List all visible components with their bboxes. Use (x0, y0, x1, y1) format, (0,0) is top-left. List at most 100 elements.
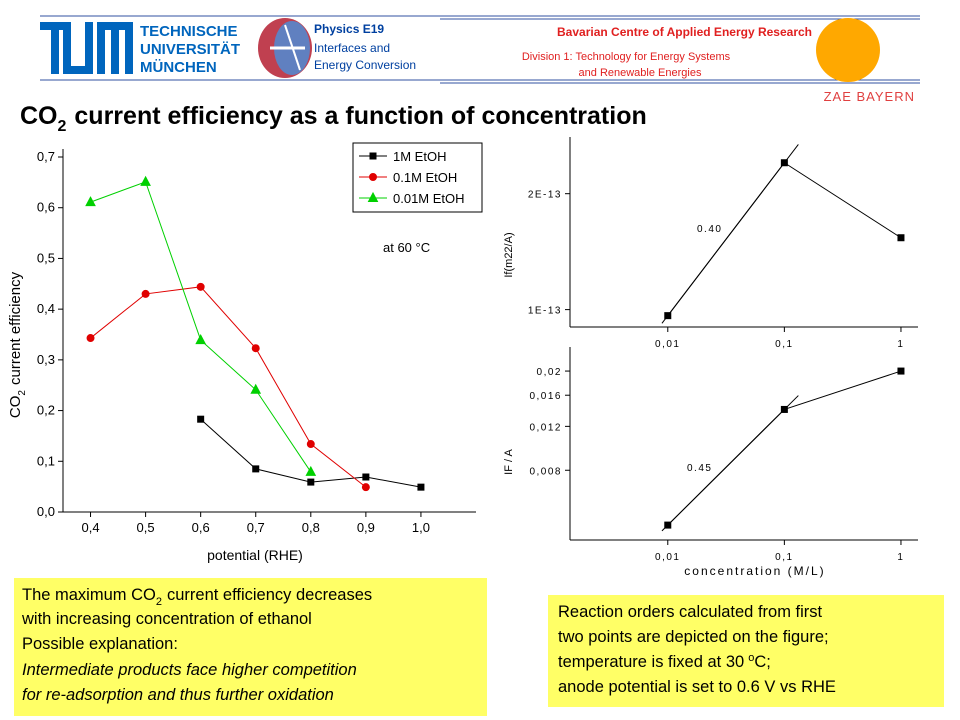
marker (85, 196, 96, 207)
box-line: Reaction orders calculated from first (558, 603, 823, 621)
box-line: temperature is fixed at 30 oC; (558, 652, 771, 671)
y-tick-label: 0,016 (529, 391, 562, 402)
annotation: 0.45 (687, 463, 712, 474)
physics-text: Physics E19 (314, 22, 384, 36)
box-line: two points are depicted on the figure; (558, 628, 829, 646)
logo-text: MÜNCHEN (140, 59, 217, 76)
text-part: The maximum CO (22, 586, 156, 604)
y-tick-label: 0,0 (37, 504, 55, 519)
legend-label: 1M EtOH (393, 149, 446, 164)
x-tick-label: 0,01 (655, 552, 680, 563)
x-tick-label: 0,4 (81, 520, 99, 535)
marker (362, 473, 370, 481)
label-part: CO (7, 396, 24, 419)
header-lines (40, 15, 920, 84)
marker (417, 483, 425, 491)
x-tick-label: 1 (897, 552, 904, 563)
box-line: with increasing concentration of ethanol (21, 610, 312, 628)
marker (306, 440, 315, 449)
legend-label: 0.1M EtOH (393, 170, 457, 185)
text-sub: 2 (156, 596, 162, 608)
marker (369, 173, 377, 181)
x-tick-label: 0,7 (247, 520, 265, 535)
annotation: at 60 °C (383, 240, 430, 255)
logo-text: TECHNISCHE (140, 23, 238, 40)
y-tick-label: 0,4 (37, 301, 55, 316)
y-tick-label: 0,012 (529, 422, 562, 433)
y-tick-label: 0,5 (37, 250, 55, 265)
marker (196, 282, 205, 291)
y-tick-label: 0,3 (37, 352, 55, 367)
centre-text: Bavarian Centre of Applied Energy Resear… (557, 25, 812, 39)
right-box (548, 595, 944, 707)
left-box (14, 578, 487, 716)
box-line: for re-adsorption and thus further oxida… (22, 686, 334, 704)
label-sub: 2 (17, 390, 28, 396)
y-tick-label: 0,008 (529, 466, 562, 477)
series-line (90, 286, 367, 488)
title-sub: 2 (58, 118, 67, 135)
tum-logo (40, 22, 133, 74)
text-part: current efficiency decreases (167, 586, 372, 604)
division-text: and Renewable Energies (579, 67, 702, 79)
left-box-text: The maximum CO2 current efficiency decrea… (21, 586, 372, 704)
y-axis-label: CO2 current efficiency (7, 271, 28, 418)
marker (251, 344, 260, 353)
box-line: Possible explanation: (22, 635, 178, 653)
text-sup: o (748, 652, 754, 664)
x-axis-label: potential (RHE) (207, 547, 303, 563)
marker (141, 289, 150, 298)
title-part: current efficiency as a function of conc… (74, 102, 646, 130)
x-tick-label: 0,1 (775, 552, 793, 563)
marker (369, 152, 377, 160)
legend-label: 0.01M EtOH (393, 191, 465, 206)
x-tick-label: 0,01 (655, 339, 680, 350)
marker (197, 415, 205, 423)
fit-line (661, 144, 799, 324)
y-tick-label: 0,7 (37, 149, 55, 164)
marker (140, 175, 151, 186)
physics-logo (258, 18, 312, 78)
x-tick-label: 0,9 (357, 520, 375, 535)
x-tick-label: 0,5 (137, 520, 155, 535)
title-part: CO (20, 102, 58, 130)
marker (305, 465, 317, 476)
x-tick-label: 0,1 (775, 339, 793, 350)
marker (86, 334, 95, 343)
text-part: temperature is fixed at 30 (558, 653, 744, 671)
zae-logo (816, 18, 880, 82)
marker (897, 234, 905, 242)
zae-text: ZAE BAYERN (824, 89, 915, 104)
marker (252, 465, 260, 473)
x-tick-label: 0,6 (192, 520, 210, 535)
marker (367, 191, 379, 202)
right-box-text: Reaction orders calculated from first tw… (558, 603, 836, 696)
y-tick-label: 0,2 (37, 403, 55, 418)
y-tick-label: 0,1 (37, 453, 55, 468)
y-tick-label: 2E-13 (528, 190, 562, 201)
box-line: Intermediate products face higher compet… (22, 661, 357, 679)
marker (307, 478, 315, 486)
marker (195, 334, 206, 345)
logo-text: UNIVERSITÄT (140, 41, 240, 58)
box-line: anode potential is set to 0.6 V vs RHE (558, 678, 836, 696)
annotation: 0.40 (697, 224, 722, 235)
marker (250, 383, 262, 394)
box-line: The maximum CO2 current efficiency decrea… (22, 586, 372, 608)
x-tick-label: 1 (897, 339, 904, 350)
x-axis-label: concentration (M/L) (684, 564, 825, 578)
physics-text: Interfaces and (314, 41, 390, 55)
y-axis-label: If(m22/A) (503, 232, 515, 277)
fit-line (661, 395, 799, 532)
y-tick-label: 0,6 (37, 200, 55, 215)
y-tick-label: 0,02 (537, 367, 562, 378)
text-part: C; (754, 653, 771, 671)
marker (361, 483, 370, 492)
y-axis-label: IF / A (503, 449, 515, 475)
division-text: Division 1: Technology for Energy System… (522, 51, 731, 63)
x-tick-label: 0,8 (302, 520, 320, 535)
slide-title: CO2 current efficiency as a function of c… (20, 102, 647, 135)
physics-text: Energy Conversion (314, 58, 416, 72)
x-tick-label: 1,0 (412, 520, 430, 535)
